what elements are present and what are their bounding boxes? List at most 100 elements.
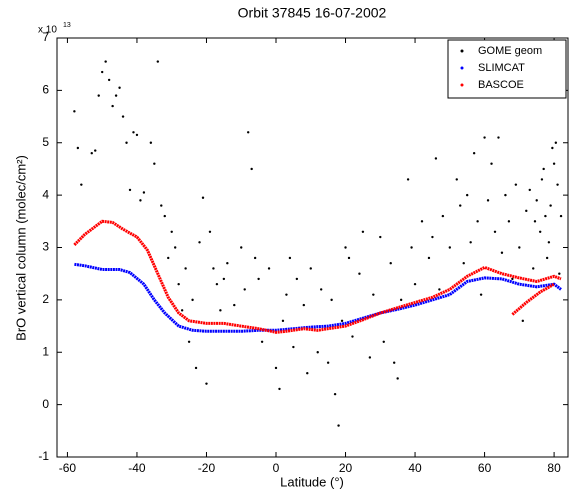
data-point [545, 256, 549, 260]
data-point [309, 267, 312, 270]
data-point [347, 256, 351, 260]
data-point [552, 162, 556, 165]
data-point [302, 303, 306, 307]
x-tick-label: 40 [408, 461, 422, 475]
data-point [500, 251, 504, 254]
data-point [111, 104, 114, 108]
data-point [177, 282, 180, 286]
legend-label: GOME geom [478, 45, 542, 57]
data-point [410, 246, 413, 249]
data-point [486, 199, 490, 202]
data-point [392, 361, 396, 364]
data-point [413, 282, 417, 286]
data-point [330, 298, 333, 302]
data-point [240, 246, 243, 249]
data-point [476, 220, 479, 223]
x-tick-label: 80 [547, 461, 561, 475]
data-point [114, 94, 118, 97]
data-point [107, 78, 111, 82]
data-point [267, 267, 271, 270]
x-tick-label: 20 [339, 461, 353, 475]
legend-label: SLIMCAT [478, 62, 525, 74]
data-point [319, 288, 323, 291]
data-point [94, 149, 97, 152]
data-point [344, 246, 347, 249]
data-point [538, 230, 542, 233]
data-point [198, 241, 201, 244]
data-point [292, 345, 295, 349]
data-point [497, 136, 500, 139]
data-point [518, 246, 521, 249]
data-point [153, 162, 156, 165]
series-line [73, 219, 562, 334]
data-point [316, 351, 319, 354]
data-point [333, 392, 337, 396]
data-point [504, 193, 507, 197]
data-point [559, 214, 563, 218]
data-point [250, 167, 253, 171]
data-point [208, 230, 212, 233]
data-point [184, 267, 187, 270]
data-point [431, 235, 434, 239]
y-tick-label: 7 [42, 30, 49, 44]
data-point [118, 86, 121, 89]
data-point [542, 167, 545, 171]
data-point [533, 220, 537, 223]
data-point [483, 136, 486, 139]
y-scale-exponent: 13 [63, 22, 71, 29]
data-point [399, 298, 403, 302]
data-point [274, 366, 278, 370]
data-point [125, 141, 128, 144]
data-point [368, 356, 372, 359]
data-point [558, 272, 561, 275]
data-point [462, 262, 465, 265]
data-point [73, 110, 76, 113]
data-point [219, 309, 222, 312]
data-point [306, 372, 309, 375]
data-point [160, 204, 163, 207]
x-tick-label: -40 [128, 461, 146, 475]
data-point [372, 293, 375, 296]
data-point [556, 183, 559, 186]
data-point [465, 193, 469, 197]
data-point [97, 94, 100, 97]
legend-marker [460, 49, 464, 53]
data-point [406, 178, 410, 181]
y-tick-label: 6 [42, 83, 49, 97]
data-point [285, 293, 288, 296]
data-point [281, 319, 285, 323]
data-point [139, 199, 142, 202]
y-tick-label: -1 [38, 449, 49, 463]
data-point [80, 183, 83, 186]
data-point [135, 133, 139, 137]
data-point [163, 214, 166, 218]
legend-box [447, 39, 567, 99]
data-point [201, 196, 205, 199]
data-point [121, 115, 125, 118]
data-point [448, 246, 452, 249]
series-line [74, 262, 562, 333]
data-point [142, 191, 146, 194]
data-point [167, 256, 170, 260]
data-point [540, 178, 544, 181]
data-point [493, 230, 497, 233]
data-point [170, 230, 173, 233]
data-point [337, 424, 340, 427]
data-point [215, 282, 219, 286]
data-point [427, 256, 431, 260]
data-point [173, 246, 177, 249]
data-point [226, 262, 229, 265]
data-point [326, 361, 330, 364]
data-point [511, 277, 514, 281]
data-point [156, 60, 160, 63]
data-point [340, 319, 344, 323]
data-point [351, 335, 354, 338]
data-point [459, 204, 462, 207]
data-point [389, 262, 392, 265]
data-point [278, 387, 281, 391]
data-point [551, 146, 554, 150]
data-point [246, 131, 250, 134]
x-tick-label: -20 [198, 461, 216, 475]
y-tick-label: 2 [42, 292, 49, 306]
